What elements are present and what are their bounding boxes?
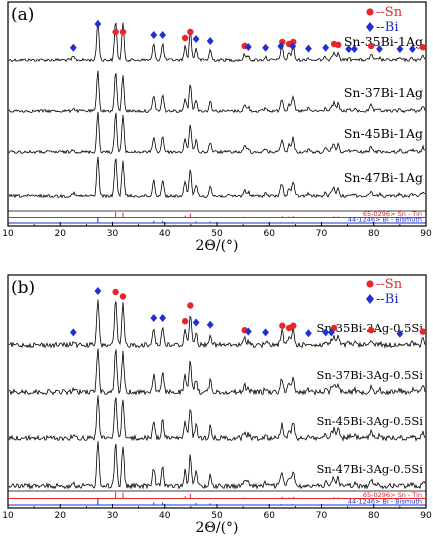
xrd-trace — [8, 441, 426, 490]
sn-peak-marker — [187, 302, 194, 309]
bi-peak-marker — [150, 314, 158, 322]
legend-label-bi: --Bi — [376, 20, 399, 35]
x-tick-label: 40 — [159, 229, 171, 239]
bi-peak-marker — [328, 328, 335, 337]
series-label: Sn-47Bi-3Ag-0.5Si — [316, 462, 423, 476]
x-tick-label: 70 — [316, 229, 328, 239]
bi-peak-marker — [396, 329, 404, 338]
bi-peak-marker — [322, 43, 330, 52]
sn-peak-marker — [119, 28, 127, 36]
ref-label-sn: 65-0296> Sn - Tin — [363, 210, 422, 218]
series-label: Sn-37Bi-3Ag-0.5Si — [316, 368, 423, 382]
sn-peak-marker — [119, 293, 127, 300]
bi-peak-marker — [345, 45, 353, 53]
bi-peak-marker — [305, 44, 312, 53]
x-axis-label: 2Θ/(°) — [195, 238, 238, 254]
legend-label-sn: --Sn — [376, 277, 403, 292]
bi-peak-marker — [159, 314, 167, 322]
legend-sn-marker — [366, 8, 374, 16]
series-label: Sn-37Bi-1Ag — [344, 85, 423, 100]
x-tick-label: 40 — [159, 511, 171, 521]
bi-peak-marker — [289, 42, 297, 51]
sn-peak-marker — [367, 327, 375, 334]
sn-peak-marker — [181, 34, 189, 42]
ref-label-sn: 65-0296> Sn - Tin — [363, 491, 422, 499]
x-tick-label: 10 — [2, 229, 14, 239]
bi-peak-marker — [262, 43, 269, 52]
sn-peak-marker — [419, 328, 427, 335]
sn-peak-marker — [187, 28, 194, 36]
x-tick-label: 50 — [211, 229, 223, 239]
ref-label-bi: 44-1246> Bi - Bismuth — [348, 216, 422, 224]
bi-peak-marker — [94, 287, 102, 295]
xrd-trace — [8, 299, 426, 349]
xrd-trace — [8, 19, 426, 63]
panel-b: (b)--Sn--BiSn-35Bi-3Ag-0.5SiSn-37Bi-3Ag-… — [2, 274, 432, 536]
x-tick-label: 60 — [264, 511, 276, 521]
series-label: Sn-47Bi-1Ag — [344, 170, 423, 185]
x-tick-label: 30 — [107, 511, 119, 521]
ref-label-bi: 44-1246> Bi - Bismuth — [348, 498, 422, 506]
bi-peak-marker — [244, 327, 252, 336]
sn-peak-marker — [279, 322, 286, 329]
legend-sn-marker — [366, 280, 374, 288]
sn-peak-marker — [181, 318, 189, 325]
bi-peak-marker — [94, 20, 102, 28]
x-tick-label: 60 — [264, 229, 276, 239]
xrd-trace — [8, 111, 426, 155]
bi-peak-marker — [322, 328, 330, 337]
bi-peak-marker — [277, 42, 285, 51]
bi-peak-marker — [244, 43, 252, 51]
sn-peak-marker — [290, 322, 297, 329]
x-tick-label: 90 — [420, 229, 432, 239]
bi-peak-marker — [159, 31, 167, 39]
xrd-trace — [8, 395, 426, 442]
bi-peak-marker — [206, 37, 214, 45]
x-tick-label: 80 — [368, 229, 380, 239]
bi-peak-marker — [150, 31, 158, 39]
bi-peak-marker — [351, 45, 358, 53]
bi-peak-marker — [305, 329, 312, 338]
legend-label-bi: --Bi — [376, 292, 399, 307]
x-tick-label: 30 — [107, 229, 119, 239]
panel-label: (a) — [11, 5, 34, 25]
x-tick-label: 70 — [316, 511, 328, 521]
sn-peak-marker — [112, 288, 119, 296]
bi-peak-marker — [376, 45, 383, 53]
xrd-trace — [8, 156, 426, 199]
panel-label: (b) — [11, 278, 35, 298]
bi-peak-marker — [192, 35, 200, 43]
x-tick-label: 50 — [211, 511, 223, 521]
bi-peak-marker — [69, 43, 77, 52]
x-axis-label: 2Θ/(°) — [195, 520, 238, 536]
series-label: Sn-45Bi-1Ag — [344, 126, 423, 141]
x-tick-label: 80 — [368, 511, 380, 521]
sn-peak-marker — [419, 44, 427, 51]
series-label: Sn-35Bi-1Ag — [344, 34, 423, 49]
bi-peak-marker — [396, 45, 404, 53]
sn-peak-marker — [112, 28, 119, 36]
bi-peak-marker — [409, 45, 416, 53]
xrd-trace — [8, 348, 426, 396]
legend-label-sn: --Sn — [376, 5, 403, 20]
x-tick-label: 20 — [55, 511, 67, 521]
series-label: Sn-45Bi-3Ag-0.5Si — [316, 414, 423, 428]
bi-peak-marker — [192, 318, 200, 327]
x-tick-label: 10 — [2, 511, 14, 521]
bi-peak-marker — [262, 328, 269, 337]
sn-peak-marker — [367, 42, 375, 50]
x-tick-label: 20 — [55, 229, 67, 239]
xrd-trace — [8, 70, 426, 114]
bi-peak-marker — [69, 328, 77, 337]
bi-peak-marker — [206, 320, 214, 329]
x-tick-label: 90 — [420, 511, 432, 521]
sn-peak-marker — [335, 41, 342, 48]
legend-bi-marker — [366, 22, 374, 32]
legend-bi-marker — [366, 294, 374, 304]
